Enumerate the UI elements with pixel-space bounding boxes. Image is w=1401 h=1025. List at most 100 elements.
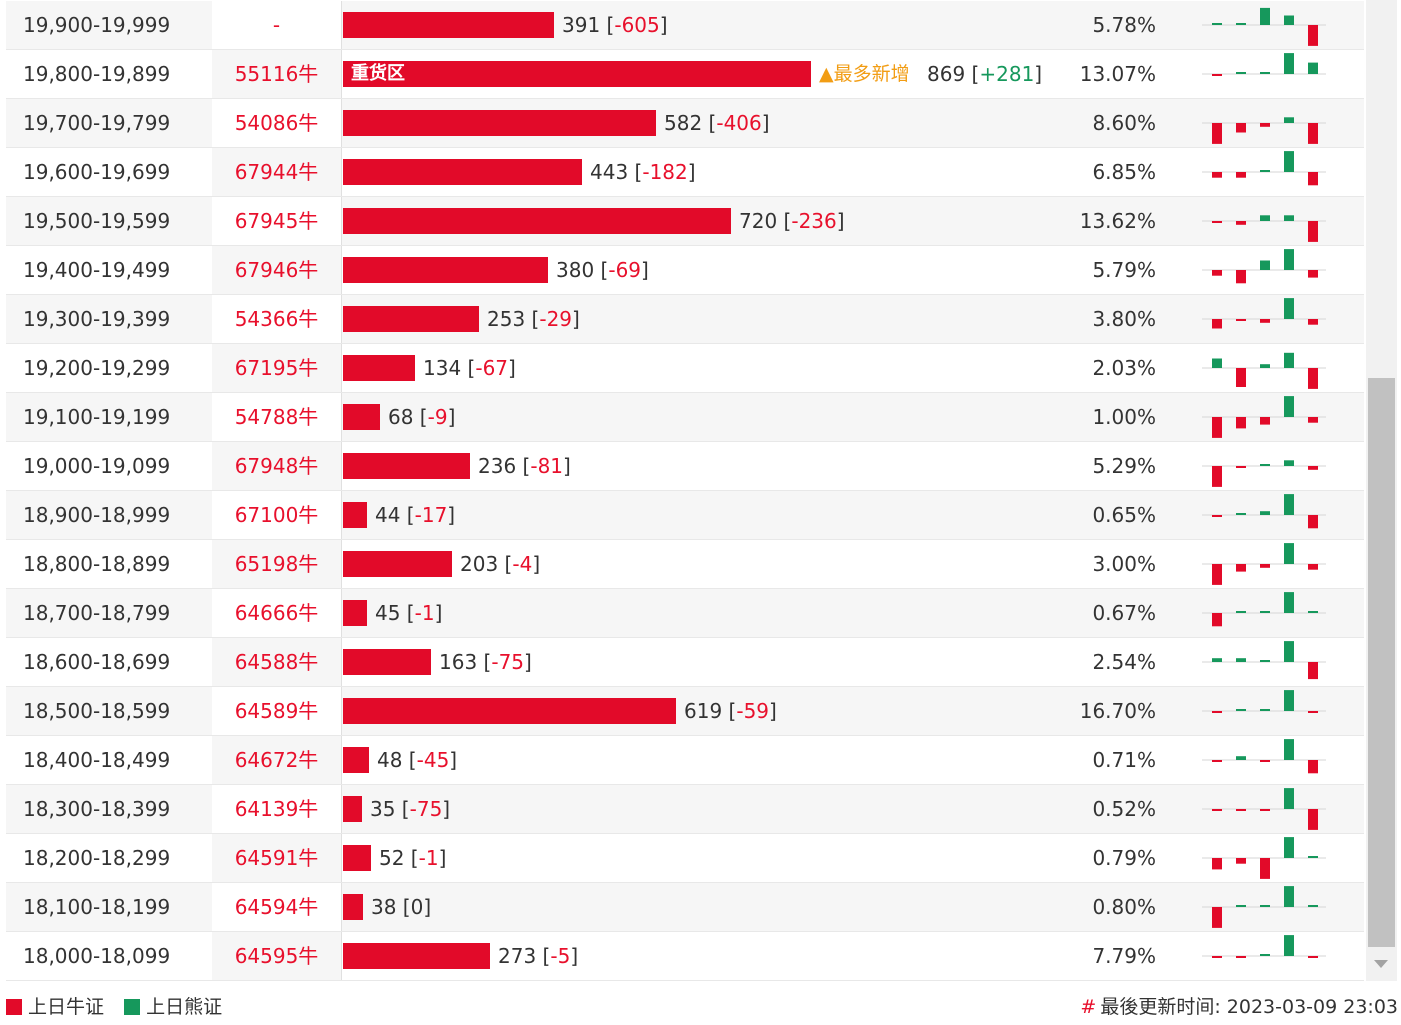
sparkline-chart: [1202, 641, 1326, 680]
warrant-code-link[interactable]: 64595牛: [212, 932, 342, 980]
table-row[interactable]: 19,100-19,199 54788牛 68 [-9] 1.00%: [6, 393, 1364, 442]
warrant-code-link[interactable]: 67195牛: [212, 344, 342, 392]
quantity-change: -1: [418, 846, 439, 870]
quantity-bar: [343, 404, 380, 430]
table-row[interactable]: 19,900-19,999 - 391 [-605] 5.78%: [6, 1, 1364, 50]
sparkline-bar: [1284, 151, 1294, 172]
sparkline-bar: [1308, 564, 1318, 570]
scroll-down-arrow-icon[interactable]: [1374, 960, 1388, 968]
strike-range: 19,900-19,999: [23, 13, 171, 37]
sparkline-chart: [1202, 215, 1326, 242]
warrant-code-link[interactable]: 55116牛: [212, 50, 342, 98]
sparkline-bar: [1212, 760, 1222, 762]
quantity-value: 253: [487, 307, 526, 331]
table-row[interactable]: 19,200-19,299 67195牛 134 [-67] 2.03%: [6, 344, 1364, 393]
quantity-value: 273: [498, 944, 537, 968]
quantity-value: 35: [370, 797, 396, 821]
sparkline-bar: [1212, 515, 1222, 517]
sparkline-bar: [1260, 215, 1270, 221]
warrant-code-link[interactable]: -: [212, 1, 342, 49]
strike-range: 19,000-19,099: [23, 454, 171, 478]
sparkline-bar: [1284, 543, 1294, 564]
sparkline-bar: [1284, 494, 1294, 515]
warrant-code-link[interactable]: 64589牛: [212, 687, 342, 735]
quantity-bar: [343, 845, 371, 871]
table-row[interactable]: 18,500-18,599 64589牛 619 [-59] 16.70%: [6, 687, 1364, 736]
sparkline-bar: [1236, 123, 1246, 133]
table-row[interactable]: 18,100-18,199 64594牛 38 [0] 0.80%: [6, 883, 1364, 932]
scrollbar[interactable]: [1366, 0, 1397, 981]
quantity-text: 619 [-59]: [684, 699, 777, 723]
table-row[interactable]: 18,800-18,899 65198牛 203 [-4] 3.00%: [6, 540, 1364, 589]
sparkline-bar: [1236, 368, 1246, 387]
quantity-text: 443 [-182]: [590, 160, 696, 184]
sparkline-bar: [1236, 417, 1246, 429]
table-row[interactable]: 18,900-18,999 67100牛 44 [-17] 0.65%: [6, 491, 1364, 540]
sparkline-bar: [1308, 221, 1318, 242]
quantity-change: -75: [409, 797, 443, 821]
warrant-code-link[interactable]: 64588牛: [212, 638, 342, 686]
sparkline-bar: [1284, 298, 1294, 319]
legend-item-bear: 上日熊证: [124, 994, 222, 1020]
sparkline-bar: [1260, 660, 1270, 662]
updated-label: 最後更新时间:: [1100, 996, 1221, 1018]
quantity-bar: [343, 600, 367, 626]
warrant-code-link[interactable]: 67944牛: [212, 148, 342, 196]
quantity-text: 380 [-69]: [556, 258, 649, 282]
sparkline-bar: [1236, 72, 1246, 74]
sparkline-bar: [1308, 270, 1318, 278]
percentage: 8.60%: [1092, 111, 1156, 135]
sparkline-bar: [1308, 760, 1318, 774]
table-row[interactable]: 19,600-19,699 67944牛 443 [-182] 6.85%: [6, 148, 1364, 197]
sparkline-bar: [1236, 513, 1246, 515]
percentage: 5.29%: [1092, 454, 1156, 478]
table-row[interactable]: 18,200-18,299 64591牛 52 [-1] 0.79%: [6, 834, 1364, 883]
warrant-code-link[interactable]: 65198牛: [212, 540, 342, 588]
sparkline-bar: [1260, 709, 1270, 711]
quantity-change: -605: [614, 13, 660, 37]
scrollbar-thumb[interactable]: [1368, 378, 1395, 947]
quantity-value: 380: [556, 258, 595, 282]
sparkline-bar: [1284, 690, 1294, 711]
quantity-text: 38 [0]: [371, 895, 432, 919]
table-row[interactable]: 19,000-19,099 67948牛 236 [-81] 5.29%: [6, 442, 1364, 491]
table-row[interactable]: 19,500-19,599 67945牛 720 [-236] 13.62%: [6, 197, 1364, 246]
sparkline-bar: [1284, 117, 1294, 123]
warrant-code-link[interactable]: 64594牛: [212, 883, 342, 931]
legend-bull-label: 上日牛证: [28, 996, 105, 1018]
sparkline-bar: [1284, 592, 1294, 613]
warrant-code-link[interactable]: 54086牛: [212, 99, 342, 147]
table-row[interactable]: 18,300-18,399 64139牛 35 [-75] 0.52%: [6, 785, 1364, 834]
sparkline-chart: [1202, 460, 1326, 487]
table-row[interactable]: 19,700-19,799 54086牛 582 [-406] 8.60%: [6, 99, 1364, 148]
table-row[interactable]: 18,600-18,699 64588牛 163 [-75] 2.54%: [6, 638, 1364, 687]
warrant-code-link[interactable]: 64139牛: [212, 785, 342, 833]
warrant-code-link[interactable]: 54788牛: [212, 393, 342, 441]
warrant-code-link[interactable]: 67948牛: [212, 442, 342, 490]
sparkline-bar: [1236, 221, 1246, 225]
table-row[interactable]: 19,400-19,499 67946牛 380 [-69] 5.79%: [6, 246, 1364, 295]
table-row[interactable]: 19,800-19,899 55116牛 重货区 ▲最多新增 869 [+281] 13.…: [6, 50, 1364, 99]
warrant-code-link[interactable]: 67945牛: [212, 197, 342, 245]
warrant-code-link[interactable]: 64666牛: [212, 589, 342, 637]
quantity-value: 720: [739, 209, 778, 233]
sparkline-bar: [1212, 358, 1222, 368]
warrant-code-link[interactable]: 64591牛: [212, 834, 342, 882]
warrant-code-link[interactable]: 54366牛: [212, 295, 342, 343]
legend-item-bull: 上日牛证: [6, 994, 104, 1020]
table-row[interactable]: 18,700-18,799 64666牛 45 [-1] 0.67%: [6, 589, 1364, 638]
warrant-code-link[interactable]: 67100牛: [212, 491, 342, 539]
warrant-code-link[interactable]: 67946牛: [212, 246, 342, 294]
table-row[interactable]: 18,000-18,099 64595牛 273 [-5] 7.79%: [6, 932, 1364, 981]
sparkline-bar: [1308, 62, 1318, 74]
table-row[interactable]: 18,400-18,499 64672牛 48 [-45] 0.71%: [6, 736, 1364, 785]
table-row[interactable]: 19,300-19,399 54366牛 253 [-29] 3.80%: [6, 295, 1364, 344]
quantity-text: 52 [-1]: [379, 846, 447, 870]
sparkline-bar: [1212, 74, 1222, 76]
sparkline-bar: [1308, 123, 1318, 144]
quantity-change: -75: [491, 650, 525, 674]
sparkline-bar: [1236, 956, 1246, 958]
warrant-code-link[interactable]: 64672牛: [212, 736, 342, 784]
strike-range: 18,200-18,299: [23, 846, 171, 870]
quantity-change: -406: [716, 111, 762, 135]
